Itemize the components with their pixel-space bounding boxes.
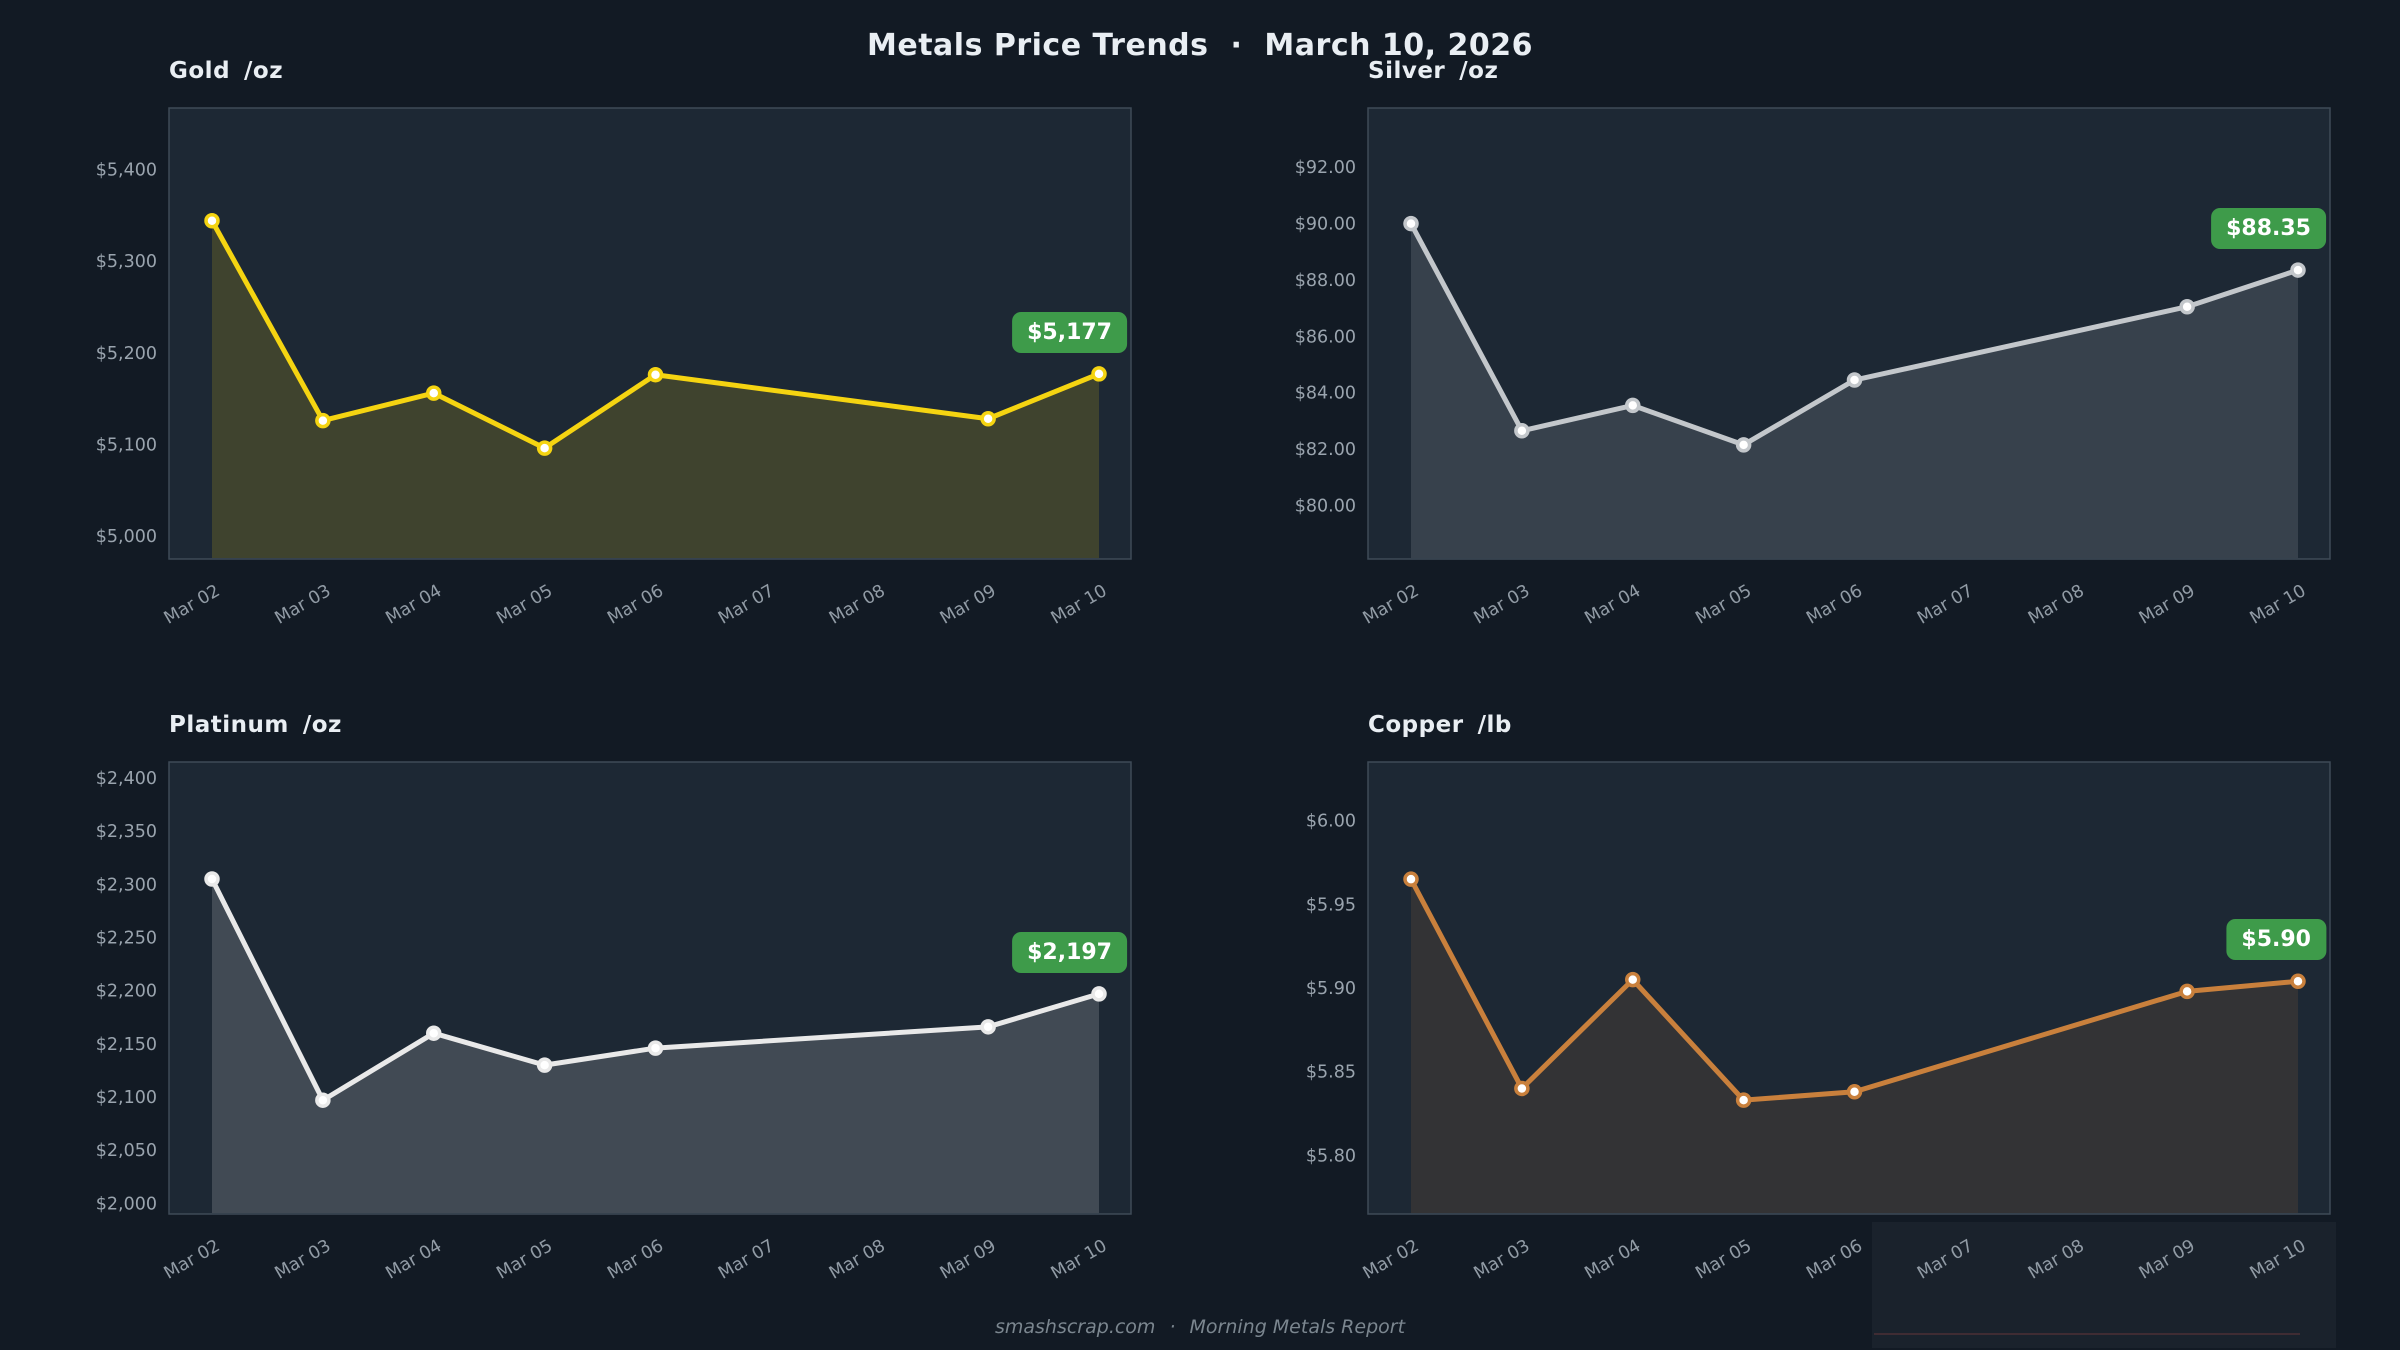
svg-text:$5,100: $5,100: [96, 435, 157, 455]
svg-text:Mar 05: Mar 05: [493, 581, 556, 629]
svg-text:$86.00: $86.00: [1295, 327, 1356, 347]
svg-text:$2,000: $2,000: [96, 1194, 157, 1214]
svg-text:$5.80: $5.80: [1306, 1146, 1356, 1166]
svg-text:Mar 07: Mar 07: [715, 581, 778, 629]
svg-text:$80.00: $80.00: [1295, 496, 1356, 516]
svg-text:$2,250: $2,250: [96, 928, 157, 948]
svg-text:Mar 06: Mar 06: [1803, 581, 1866, 629]
svg-text:Mar 03: Mar 03: [1471, 581, 1534, 629]
svg-text:Mar 09: Mar 09: [2136, 1236, 2199, 1284]
svg-text:Mar 08: Mar 08: [2025, 1236, 2088, 1284]
svg-text:$2,100: $2,100: [96, 1088, 157, 1108]
svg-text:Mar 08: Mar 08: [2025, 581, 2088, 629]
silver-chart-title-unit: /oz: [1459, 58, 1499, 84]
svg-text:Mar 05: Mar 05: [1692, 581, 1755, 629]
svg-text:Mar 09: Mar 09: [937, 1236, 1000, 1284]
svg-text:$2,300: $2,300: [96, 875, 157, 895]
svg-text:$2,350: $2,350: [96, 822, 157, 842]
page-footer: smashscrap.com · Morning Metals Report: [0, 1316, 2400, 1338]
svg-text:$2,050: $2,050: [96, 1141, 157, 1161]
svg-text:Mar 06: Mar 06: [1803, 1236, 1866, 1284]
silver-last-price-badge: $88.35: [2211, 208, 2326, 250]
svg-text:Mar 08: Mar 08: [826, 581, 889, 629]
svg-text:$92.00: $92.00: [1295, 158, 1356, 178]
footer-report: Morning Metals Report: [1189, 1316, 1406, 1338]
svg-text:Mar 08: Mar 08: [826, 1236, 889, 1284]
copper-last-price-badge: $5.90: [2226, 919, 2326, 961]
svg-text:Mar 06: Mar 06: [604, 1236, 667, 1284]
silver-chart-title: Silver/oz: [1368, 58, 1498, 84]
svg-text:Mar 04: Mar 04: [383, 1236, 446, 1284]
svg-text:$6.00: $6.00: [1306, 812, 1356, 832]
svg-text:Mar 07: Mar 07: [715, 1236, 778, 1284]
svg-text:Mar 10: Mar 10: [1048, 581, 1111, 629]
svg-text:Mar 07: Mar 07: [1914, 581, 1977, 629]
svg-text:Mar 06: Mar 06: [604, 581, 667, 629]
page-title: Metals Price Trends · March 10, 2026: [0, 28, 2400, 63]
svg-text:$5,200: $5,200: [96, 344, 157, 364]
svg-text:Mar 10: Mar 10: [1048, 1236, 1111, 1284]
svg-text:$5.85: $5.85: [1306, 1063, 1356, 1083]
silver-chart-title-metal: Silver: [1368, 58, 1446, 84]
svg-text:Mar 09: Mar 09: [937, 581, 1000, 629]
svg-text:Mar 05: Mar 05: [1692, 1236, 1755, 1284]
gold-chart-title-unit: /oz: [244, 58, 284, 84]
svg-text:$82.00: $82.00: [1295, 440, 1356, 460]
svg-text:Mar 04: Mar 04: [1582, 581, 1645, 629]
svg-text:$2,150: $2,150: [96, 1035, 157, 1055]
svg-text:Mar 02: Mar 02: [1360, 581, 1423, 629]
svg-text:Mar 02: Mar 02: [1360, 1236, 1423, 1284]
svg-text:Mar 03: Mar 03: [272, 581, 335, 629]
svg-text:Mar 02: Mar 02: [161, 581, 224, 629]
svg-text:Mar 07: Mar 07: [1914, 1236, 1977, 1284]
svg-text:Mar 04: Mar 04: [383, 581, 446, 629]
svg-text:Mar 04: Mar 04: [1582, 1236, 1645, 1284]
svg-text:Mar 10: Mar 10: [2247, 1236, 2310, 1284]
svg-text:$88.00: $88.00: [1295, 271, 1356, 291]
platinum-chart-title: Platinum/oz: [169, 712, 342, 738]
title-separator-dot: ·: [1230, 28, 1243, 63]
gold-chart-title-metal: Gold: [169, 58, 231, 84]
svg-text:$84.00: $84.00: [1295, 384, 1356, 404]
svg-text:Mar 05: Mar 05: [493, 1236, 556, 1284]
svg-text:Mar 10: Mar 10: [2247, 581, 2310, 629]
footer-site: smashscrap.com: [994, 1316, 1156, 1338]
platinum-last-price-badge: $2,197: [1012, 931, 1127, 973]
platinum-chart-title-unit: /oz: [302, 712, 342, 738]
svg-text:$5.90: $5.90: [1306, 979, 1356, 999]
svg-text:$2,200: $2,200: [96, 982, 157, 1002]
corner-overlay: [1872, 1222, 2336, 1348]
copper-chart-title-unit: /lb: [1477, 712, 1512, 738]
page-title-text: Metals Price Trends: [867, 28, 1209, 63]
svg-text:Mar 02: Mar 02: [161, 1236, 224, 1284]
svg-text:Mar 03: Mar 03: [272, 1236, 335, 1284]
copper-chart-title-metal: Copper: [1368, 712, 1464, 738]
corner-overlay-line: [1874, 1333, 2300, 1335]
svg-text:$90.00: $90.00: [1295, 215, 1356, 235]
copper-chart-title: Copper/lb: [1368, 712, 1512, 738]
svg-text:Mar 03: Mar 03: [1471, 1236, 1534, 1284]
footer-separator-dot: ·: [1169, 1316, 1176, 1338]
svg-text:$5,300: $5,300: [96, 252, 157, 272]
svg-text:$5.95: $5.95: [1306, 895, 1356, 915]
svg-text:$2,400: $2,400: [96, 769, 157, 789]
gold-last-price-badge: $5,177: [1012, 311, 1127, 353]
svg-text:$5,000: $5,000: [96, 527, 157, 547]
platinum-chart-title-metal: Platinum: [169, 712, 289, 738]
gold-chart-title: Gold/oz: [169, 58, 283, 84]
svg-text:Mar 09: Mar 09: [2136, 581, 2199, 629]
page-title-date: March 10, 2026: [1264, 28, 1533, 63]
svg-text:$5,400: $5,400: [96, 160, 157, 180]
